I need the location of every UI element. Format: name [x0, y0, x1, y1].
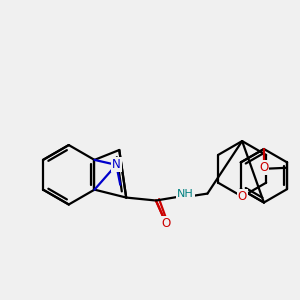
Text: NH: NH [177, 189, 194, 199]
Text: N: N [112, 158, 121, 171]
Text: O: O [259, 161, 268, 174]
Text: O: O [161, 217, 170, 230]
Text: O: O [238, 190, 247, 203]
